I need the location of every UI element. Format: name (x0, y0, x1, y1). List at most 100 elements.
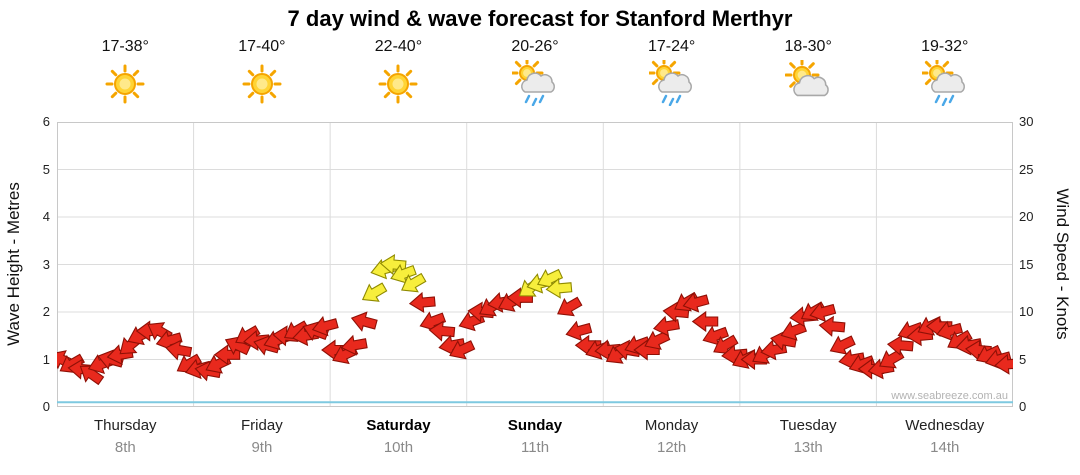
wind-arrow (594, 339, 622, 361)
day-label: Monday (644, 417, 699, 434)
right-tick-25: 25 (1019, 162, 1034, 177)
wind-arrow (702, 325, 730, 346)
right-tick-15: 15 (1019, 257, 1034, 272)
left-tick-2: 2 (42, 304, 50, 319)
temp-range-label: 17-38° (101, 38, 149, 55)
day-label: Wednesday (905, 417, 985, 434)
sun-showers-icon (647, 56, 692, 107)
wind-arrow (361, 282, 388, 302)
sun-cloud-icon (784, 57, 829, 97)
temp-range-label: 17-40° (238, 38, 286, 55)
wind-speed-axis-label: Wind Speed - Knots (1053, 188, 1072, 340)
daily-forecast-header: 17-38° 17-40° 22-40° 20-26° 17-24° 18-30… (57, 38, 1013, 107)
temp-range-label: 17-24° (647, 38, 696, 55)
day-axis: Thursday 8th Friday 9th Saturday 10th Su… (57, 417, 1013, 456)
rain-drops (524, 94, 545, 107)
rain-drops (934, 94, 954, 107)
weather-icon (375, 60, 421, 106)
wind-wave-chart (49, 122, 1022, 407)
day-column: Tuesday 13th (740, 417, 877, 456)
forecast-cell: 17-40° (194, 38, 331, 106)
date-label: 13th (793, 439, 823, 456)
gridlines (57, 122, 1013, 407)
wind-arrow (79, 365, 105, 386)
day-column: Thursday 8th (57, 417, 194, 456)
weather-icon (102, 60, 148, 106)
date-label: 10th (383, 439, 414, 456)
temp-range-label: 19-32° (921, 38, 969, 55)
day-column: Saturday 10th (330, 417, 467, 456)
wind-arrow (390, 263, 417, 284)
sun-rays (242, 64, 282, 104)
wind-arrow (809, 301, 837, 323)
left-tick-5: 5 (42, 162, 50, 177)
left-tick-1: 1 (42, 352, 50, 367)
wind-arrow (340, 334, 368, 356)
forecast-cell: 17-38° (57, 38, 194, 106)
wind-arrow (350, 311, 378, 332)
right-tick-20: 20 (1019, 209, 1034, 224)
watermark: www.seabreeze.com.au (891, 390, 1008, 402)
wind-arrow (557, 296, 583, 317)
date-label: 9th (251, 439, 273, 456)
temp-range-label: 18-30° (784, 38, 832, 55)
wind-arrow (691, 310, 719, 333)
forecast-cell: 19-32° (876, 38, 1013, 107)
wind-arrow (224, 335, 252, 356)
cloud-shape (657, 72, 692, 93)
temp-range-label: 22-40° (374, 38, 423, 55)
sun-core (392, 78, 404, 90)
wind-arrow (428, 320, 456, 342)
wind-arrow (682, 292, 710, 313)
date-label: 8th (114, 439, 136, 456)
temp-range-label: 20-26° (511, 38, 559, 55)
date-label: 14th (930, 439, 960, 456)
forecast-cell: 20-26° (467, 38, 604, 107)
sun-showers-icon (510, 56, 555, 107)
wind-arrow (311, 315, 339, 337)
left-tick-4: 4 (42, 209, 50, 224)
wind-arrow (408, 291, 436, 313)
wind-arrows-layer (49, 254, 1022, 386)
wind-arrow (565, 320, 593, 342)
right-tick-5: 5 (1019, 352, 1027, 367)
wind-arrow (886, 334, 914, 356)
sun-core (256, 78, 268, 90)
rain-drops (661, 94, 681, 107)
date-label: 11th (520, 439, 550, 456)
weather-icon (784, 57, 831, 106)
wind-chart-canvas (49, 122, 1022, 407)
day-label: Thursday (94, 417, 157, 434)
right-tick-10: 10 (1019, 304, 1034, 319)
wind-arrow (545, 277, 573, 299)
wind-arrow (818, 315, 846, 337)
wind-arrow (165, 339, 193, 361)
sunny-icon (242, 64, 282, 104)
sun-core (119, 78, 131, 90)
page-title: 7 day wind & wave forecast for Stanford … (287, 6, 793, 31)
sunny-icon (378, 64, 418, 104)
cloud-shape (930, 72, 965, 93)
sun-rays (105, 64, 145, 104)
forecast-cell: 17-24° (603, 38, 740, 107)
left-tick-6: 6 (42, 114, 50, 129)
left-tick-0: 0 (42, 399, 50, 414)
forecast-cell: 18-30° (740, 38, 877, 106)
wind-arrow (401, 272, 427, 293)
left-tick-3: 3 (42, 257, 50, 272)
right-tick-30: 30 (1019, 114, 1034, 129)
sunny-icon (105, 64, 145, 104)
day-label: Saturday (366, 417, 431, 434)
weather-icon (510, 56, 558, 107)
sun-rays (378, 64, 418, 104)
date-label: 12th (657, 439, 687, 456)
wind-arrow (449, 340, 476, 360)
weather-icon (920, 56, 968, 107)
weather-icon (647, 56, 695, 107)
forecast-cell: 22-40° (330, 38, 467, 106)
plot-frame (57, 122, 1013, 407)
wind-arrow (536, 268, 564, 289)
day-column: Wednesday 14th (876, 417, 1013, 456)
day-column: Sunday 11th (467, 417, 604, 456)
